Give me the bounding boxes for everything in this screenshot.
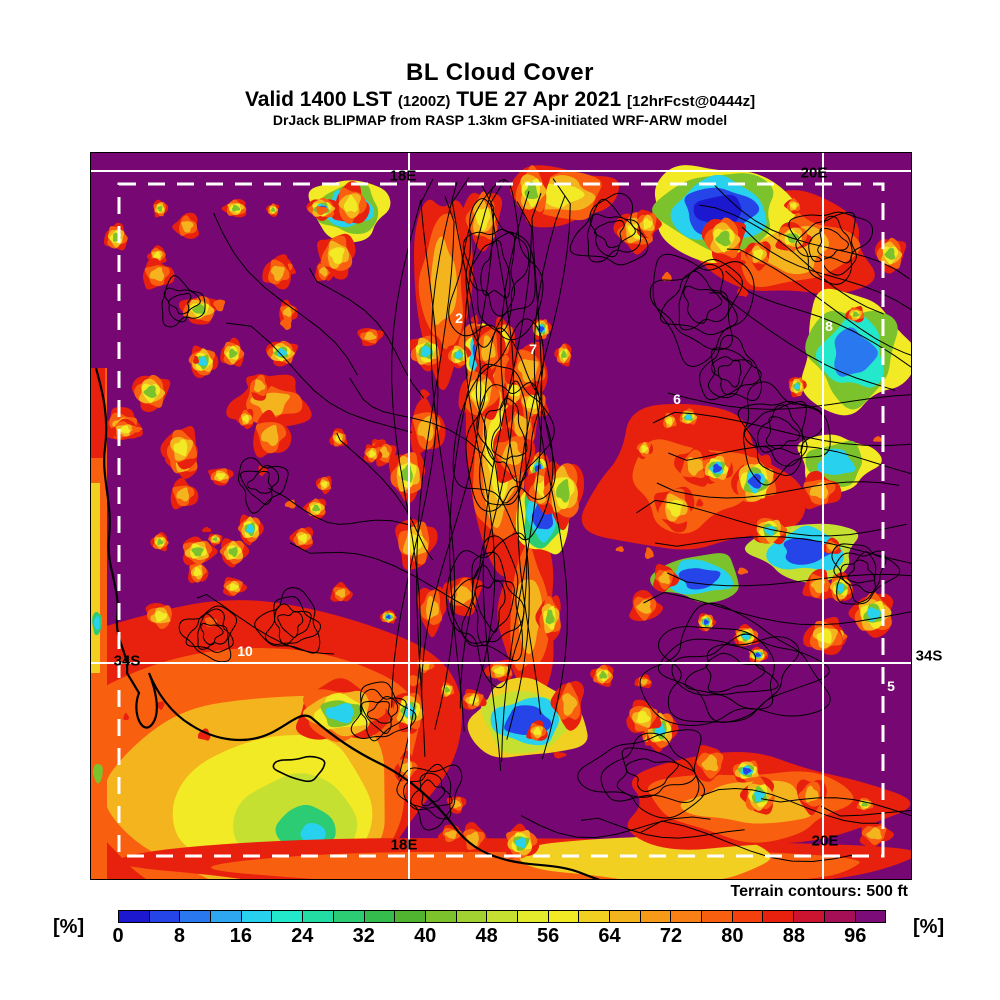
colorbar-segment	[732, 911, 764, 922]
colorbar-tick: 64	[598, 925, 621, 947]
colorbar-segment	[517, 911, 549, 922]
colorbar-segment	[640, 911, 672, 922]
grid-coordinate-label: 34S	[915, 647, 943, 665]
colorbar-segment	[211, 911, 242, 922]
forecast-map	[90, 152, 912, 880]
colorbar-segment	[180, 911, 212, 922]
colorbar	[118, 910, 886, 923]
colorbar-segment	[272, 911, 304, 922]
terrain-contours-note: Terrain contours: 500 ft	[730, 883, 908, 900]
colorbar-segment	[425, 911, 457, 922]
valid-time-line: Valid 1400 LST (1200Z) TUE 27 Apr 2021 […	[0, 88, 1000, 112]
colorbar-segment	[333, 911, 365, 922]
colorbar-segment	[610, 911, 641, 922]
colorbar-tick: 8	[173, 925, 185, 947]
colorbar-tick: 16	[229, 925, 252, 947]
cloud-cover-field	[91, 153, 911, 879]
colorbar-tick: 48	[475, 925, 498, 947]
colorbar-segment	[548, 911, 580, 922]
colorbar-segment	[364, 911, 396, 922]
valid-time: Valid 1400 LST	[244, 87, 393, 111]
forecast-tag: [12hrFcst@0444z]	[627, 92, 756, 110]
header: BL Cloud Cover Valid 1400 LST (1200Z) TU…	[0, 59, 1000, 129]
colorbar-segment	[763, 911, 795, 922]
colorbar-tick: 32	[352, 925, 375, 947]
colorbar-tick: 72	[659, 925, 683, 947]
colorbar-tick: 96	[844, 925, 867, 947]
colorbar-tick: 80	[721, 925, 744, 947]
valid-date: TUE 27 Apr 2021	[456, 87, 622, 111]
colorbar-segment	[855, 911, 886, 922]
colorbar-segment	[702, 911, 733, 922]
colorbar-unit-right: [%]	[913, 916, 945, 938]
colorbar-segment	[579, 911, 610, 922]
colorbar-tick: 56	[536, 925, 560, 947]
page-title: BL Cloud Cover	[406, 59, 594, 86]
colorbar-segment	[824, 911, 856, 922]
colorbar-tick: 40	[414, 925, 437, 947]
colorbar-unit-left: [%]	[53, 916, 85, 938]
colorbar-tick: 88	[782, 925, 805, 947]
colorbar-tick: 24	[291, 925, 314, 947]
colorbar-segment	[456, 911, 488, 922]
colorbar-segment	[487, 911, 518, 922]
colorbar-segment	[149, 911, 181, 922]
colorbar-segment	[395, 911, 426, 922]
colorbar-segment	[241, 911, 273, 922]
colorbar-segment	[303, 911, 334, 922]
valid-zulu: (1200Z)	[397, 92, 451, 110]
colorbar-segment	[794, 911, 825, 922]
colorbar-tick: 0	[112, 925, 124, 947]
model-description: DrJack BLIPMAP from RASP 1.3km GFSA-init…	[272, 112, 728, 129]
colorbar-segment	[671, 911, 703, 922]
colorbar-segment	[119, 911, 150, 922]
